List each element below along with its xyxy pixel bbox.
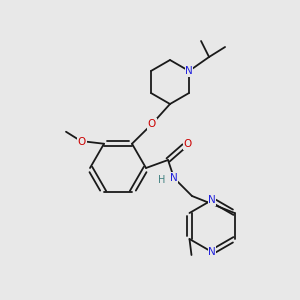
Text: N: N — [170, 173, 178, 183]
Text: N: N — [208, 195, 216, 205]
Text: O: O — [78, 137, 86, 147]
Text: N: N — [185, 66, 193, 76]
Text: O: O — [184, 139, 192, 149]
Text: H: H — [158, 175, 166, 185]
Text: O: O — [148, 119, 156, 129]
Text: N: N — [208, 247, 216, 257]
